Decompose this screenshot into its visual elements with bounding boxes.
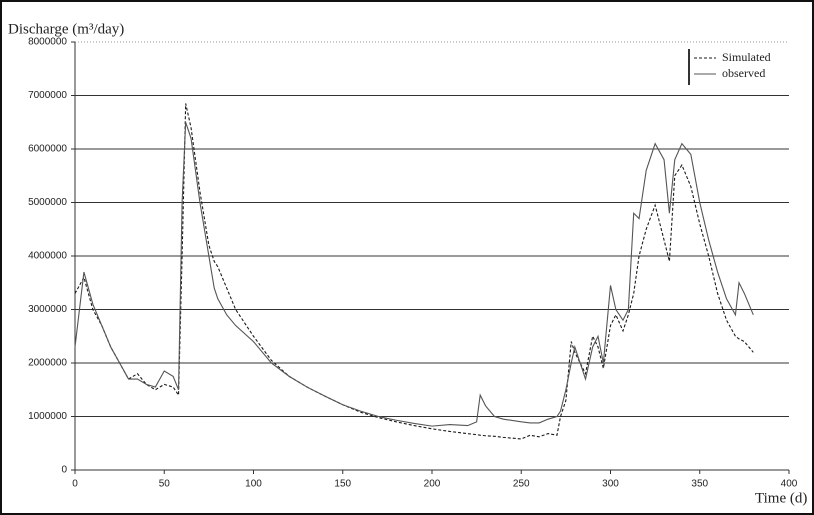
legend-box (688, 49, 690, 85)
y-tick-label: 1000000 (28, 411, 67, 422)
series-line (74, 122, 754, 427)
y-tick-label: 3000000 (28, 304, 67, 315)
x-tick-label: 0 (72, 479, 78, 490)
y-axis-label: Discharge (m³/day) (8, 21, 124, 37)
y-tick-label: 6000000 (28, 144, 67, 155)
x-tick-label: 200 (424, 479, 441, 490)
y-tick-label: 8000000 (28, 37, 67, 48)
x-tick-label: 350 (691, 479, 708, 490)
legend-label: Simulated (722, 50, 771, 64)
x-axis-label: Time (d) (755, 490, 807, 506)
y-tick-label: 7000000 (28, 90, 67, 101)
y-tick-label: 5000000 (28, 197, 67, 208)
y-tick-label: 4000000 (28, 251, 67, 262)
x-tick-label: 300 (602, 479, 619, 490)
x-tick-label: 250 (513, 479, 530, 490)
legend-label: observed (722, 66, 765, 80)
x-tick-label: 100 (245, 479, 262, 490)
x-tick-label: 400 (781, 479, 798, 490)
x-tick-label: 50 (159, 479, 171, 490)
y-tick-label: 0 (61, 465, 67, 476)
y-tick-label: 2000000 (28, 358, 67, 369)
x-tick-label: 150 (334, 479, 351, 490)
